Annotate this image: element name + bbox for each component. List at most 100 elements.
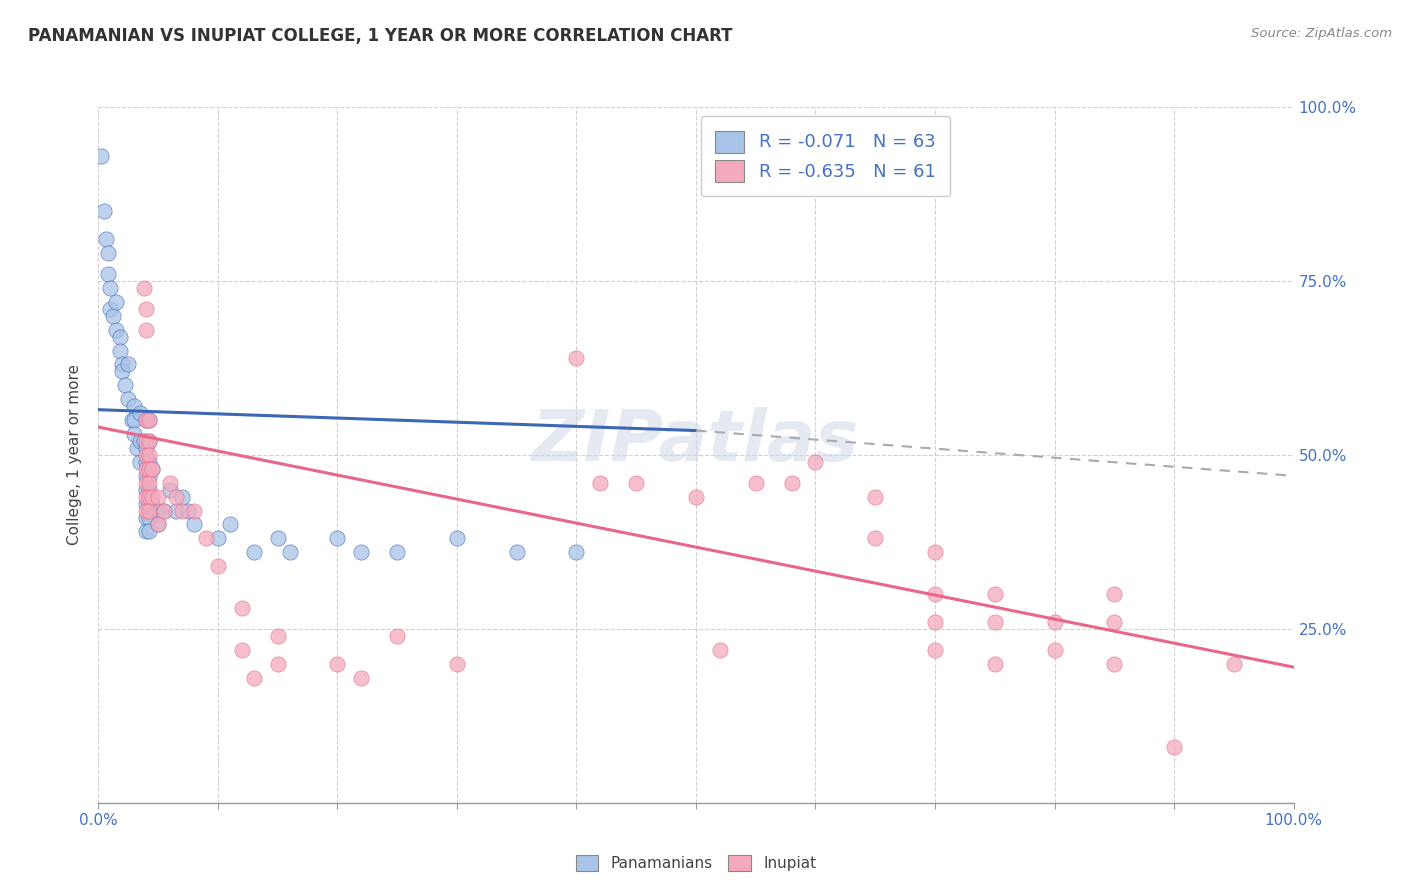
Point (125, 441, 148, 455)
Point (326, 657, 349, 671)
Point (97, 267, 120, 281)
Point (278, 545, 301, 559)
Legend: Panamanians, Inupiat: Panamanians, Inupiat (568, 847, 824, 879)
Point (863, 532, 887, 546)
Point (685, 490, 707, 504)
Point (172, 490, 194, 504)
Point (135, 434, 157, 448)
Point (1163, 740, 1185, 755)
Point (141, 490, 163, 504)
Point (98, 281, 122, 295)
Point (138, 497, 160, 511)
Text: ZIPatlas: ZIPatlas (533, 407, 859, 475)
Point (172, 503, 194, 517)
Point (138, 455, 160, 469)
Point (98, 301, 122, 316)
Point (385, 545, 409, 559)
Point (138, 448, 160, 462)
Point (148, 517, 170, 532)
Point (231, 642, 253, 657)
Point (135, 468, 157, 483)
Point (138, 483, 160, 497)
Point (863, 490, 887, 504)
Point (589, 475, 612, 490)
Point (153, 503, 176, 517)
Point (132, 434, 155, 448)
Point (129, 406, 152, 420)
Point (565, 351, 588, 365)
Point (148, 490, 170, 504)
Point (745, 475, 768, 490)
Point (924, 587, 946, 601)
Point (138, 413, 160, 427)
Point (135, 503, 157, 517)
Point (138, 490, 160, 504)
Point (141, 497, 163, 511)
Point (138, 524, 160, 539)
Point (141, 462, 163, 476)
Point (984, 587, 1007, 601)
Point (101, 309, 124, 323)
Point (108, 329, 131, 343)
Point (135, 490, 157, 504)
Text: Source: ZipAtlas.com: Source: ZipAtlas.com (1251, 27, 1392, 40)
Point (135, 413, 157, 427)
Point (124, 399, 146, 413)
Point (804, 455, 827, 469)
Point (94, 232, 117, 246)
Point (135, 497, 157, 511)
Point (148, 503, 170, 517)
Point (165, 503, 187, 517)
Point (1102, 615, 1125, 629)
Point (138, 468, 160, 483)
Point (984, 615, 1007, 629)
Point (350, 545, 373, 559)
Point (1043, 642, 1066, 657)
Point (984, 657, 1007, 671)
Point (924, 545, 946, 559)
Point (135, 483, 157, 497)
Point (124, 427, 146, 442)
Point (1102, 587, 1125, 601)
Point (243, 545, 266, 559)
Point (138, 434, 160, 448)
Point (121, 413, 143, 427)
Point (207, 532, 229, 546)
Point (159, 483, 181, 497)
Point (219, 517, 242, 532)
Point (267, 532, 290, 546)
Point (1043, 615, 1066, 629)
Point (135, 524, 157, 539)
Point (148, 517, 170, 532)
Point (108, 343, 131, 358)
Point (111, 364, 134, 378)
Point (183, 517, 205, 532)
Point (141, 462, 163, 476)
Point (350, 671, 373, 685)
Point (506, 545, 529, 559)
Point (1222, 657, 1246, 671)
Point (165, 490, 187, 504)
Point (105, 294, 128, 309)
Point (159, 475, 181, 490)
Point (709, 642, 731, 657)
Point (135, 455, 157, 469)
Point (138, 503, 160, 517)
Point (138, 462, 160, 476)
Text: PANAMANIAN VS INUPIAT COLLEGE, 1 YEAR OR MORE CORRELATION CHART: PANAMANIAN VS INUPIAT COLLEGE, 1 YEAR OR… (28, 27, 733, 45)
Point (626, 475, 648, 490)
Point (124, 413, 146, 427)
Point (194, 532, 218, 546)
Point (93, 204, 115, 219)
Point (132, 281, 155, 295)
Point (267, 629, 290, 643)
Point (129, 455, 152, 469)
Point (446, 532, 468, 546)
Point (135, 510, 157, 524)
Point (1102, 657, 1125, 671)
Point (385, 629, 409, 643)
Point (135, 448, 157, 462)
Point (117, 358, 139, 372)
Point (138, 475, 160, 490)
Point (183, 503, 205, 517)
